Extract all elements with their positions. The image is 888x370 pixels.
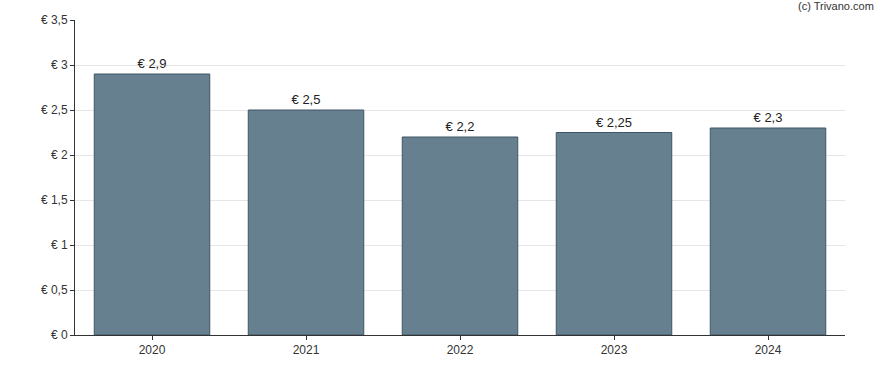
svg-text:€ 2,3: € 2,3 [754,110,783,125]
svg-text:2021: 2021 [293,343,320,357]
svg-text:€ 2,5: € 2,5 [41,103,68,117]
svg-text:€ 3,5: € 3,5 [41,13,68,27]
svg-text:2024: 2024 [755,343,782,357]
svg-text:2023: 2023 [601,343,628,357]
svg-text:2022: 2022 [447,343,474,357]
svg-text:€ 2: € 2 [51,148,68,162]
svg-text:(c) Trivano.com: (c) Trivano.com [798,0,874,12]
svg-text:€ 0: € 0 [51,328,68,342]
svg-text:€ 0,5: € 0,5 [41,283,68,297]
svg-text:€ 2,9: € 2,9 [138,56,167,71]
svg-text:€ 2,25: € 2,25 [596,115,632,130]
svg-text:2020: 2020 [139,343,166,357]
svg-text:€ 1: € 1 [51,238,68,252]
svg-text:€ 2,5: € 2,5 [292,92,321,107]
svg-text:€ 2,2: € 2,2 [446,119,475,134]
svg-text:€ 1,5: € 1,5 [41,193,68,207]
svg-text:€ 3: € 3 [51,58,68,72]
